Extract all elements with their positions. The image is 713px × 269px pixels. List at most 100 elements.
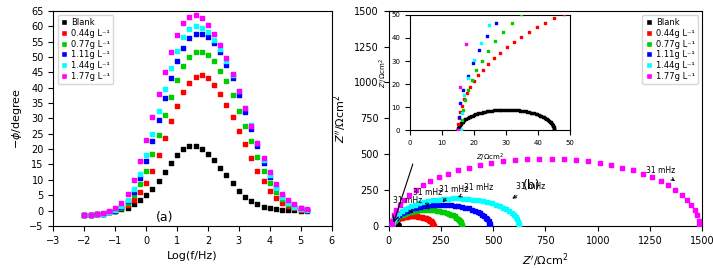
- 0.44g L⁻¹: [184, 81, 195, 85]
- 0.77g L⁻¹: [245, 139, 257, 144]
- Point: [545, 121, 557, 125]
- 1.11g L⁻¹: [134, 176, 145, 180]
- Point: [411, 206, 422, 210]
- Point: [396, 209, 407, 213]
- 1.11g L⁻¹: [301, 208, 312, 212]
- Bar: [389, 219, 399, 226]
- Point: [392, 224, 404, 228]
- Point: [513, 224, 525, 228]
- 0.44g L⁻¹: [215, 92, 226, 96]
- Point: [425, 179, 436, 183]
- Point: [549, 128, 560, 133]
- Point: [392, 217, 404, 221]
- Point: [483, 219, 494, 223]
- Point: [513, 108, 524, 112]
- 1.11g L⁻¹: [196, 32, 207, 36]
- Point: [548, 128, 560, 132]
- Point: [399, 210, 410, 214]
- 0.77g L⁻¹: [289, 205, 300, 209]
- Point: [389, 215, 401, 220]
- 1.77g L⁻¹: [184, 15, 195, 19]
- 1.77g L⁻¹: [147, 115, 158, 119]
- Point: [546, 157, 558, 161]
- 1.77g L⁻¹: [134, 159, 145, 164]
- Point: [392, 224, 404, 228]
- 1.11g L⁻¹: [202, 35, 214, 39]
- 0.77g L⁻¹: [159, 113, 170, 118]
- 1.77g L⁻¹: [215, 43, 226, 47]
- Point: [386, 222, 398, 226]
- Point: [503, 108, 515, 112]
- 1.44g L⁻¹: [178, 35, 189, 39]
- Point: [457, 108, 468, 112]
- Point: [494, 204, 506, 208]
- 0.77g L⁻¹: [202, 53, 214, 58]
- Point: [516, 109, 528, 113]
- Point: [423, 199, 434, 203]
- Point: [558, 12, 570, 16]
- Point: [386, 223, 398, 227]
- 1.77g L⁻¹: [208, 32, 220, 36]
- Point: [474, 211, 486, 215]
- Point: [414, 215, 426, 219]
- 0.44g L⁻¹: [295, 207, 307, 212]
- Point: [523, 30, 534, 34]
- 1.44g L⁻¹: [277, 194, 288, 199]
- Point: [473, 73, 484, 77]
- 0.77g L⁻¹: [301, 208, 312, 212]
- Point: [387, 223, 399, 227]
- Point: [478, 110, 489, 114]
- Blank: [202, 151, 214, 156]
- 1.77g L⁻¹: [159, 70, 170, 75]
- Point: [403, 214, 414, 218]
- 1.44g L⁻¹: [165, 65, 177, 70]
- Point: [391, 223, 403, 227]
- 1.77g L⁻¹: [245, 124, 257, 128]
- Point: [627, 168, 638, 173]
- Point: [548, 127, 560, 131]
- Point: [425, 219, 436, 223]
- Point: [483, 49, 494, 53]
- 1.11g L⁻¹: [208, 41, 220, 45]
- 0.77g L⁻¹: [264, 181, 275, 185]
- 0.77g L⁻¹: [252, 155, 263, 159]
- Point: [456, 103, 468, 108]
- 0.44g L⁻¹: [171, 104, 183, 108]
- Blank: [270, 207, 282, 211]
- 0.77g L⁻¹: [140, 168, 152, 173]
- 1.77g L⁻¹: [252, 141, 263, 145]
- Point: [426, 208, 437, 213]
- Point: [693, 218, 704, 223]
- Point: [452, 128, 463, 133]
- Point: [391, 223, 403, 227]
- Point: [481, 200, 493, 204]
- Point: [686, 203, 697, 207]
- Point: [471, 112, 483, 116]
- Point: [498, 30, 509, 34]
- 1.77g L⁻¹: [171, 33, 183, 37]
- 1.44g L⁻¹: [227, 73, 238, 77]
- Point: [525, 2, 537, 7]
- Point: [406, 210, 418, 214]
- Point: [395, 216, 406, 220]
- X-axis label: $Z/\Omega$cm$^2$: $Z/\Omega$cm$^2$: [476, 152, 504, 164]
- Point: [490, 39, 501, 44]
- Point: [485, 109, 496, 113]
- 1.77g L⁻¹: [122, 192, 133, 196]
- Point: [474, 163, 486, 167]
- 0.77g L⁻¹: [233, 108, 245, 113]
- Point: [453, 127, 464, 131]
- 0.44g L⁻¹: [221, 102, 232, 107]
- 1.44g L⁻¹: [147, 132, 158, 136]
- 1.11g L⁻¹: [277, 194, 288, 198]
- Point: [394, 203, 405, 207]
- Point: [392, 223, 404, 228]
- 1.44g L⁻¹: [171, 49, 183, 53]
- 1.11g L⁻¹: [165, 76, 177, 80]
- Point: [531, 25, 543, 29]
- Point: [518, 109, 530, 113]
- 1.11g L⁻¹: [140, 159, 152, 164]
- 1.11g L⁻¹: [190, 32, 201, 36]
- Point: [491, 21, 502, 26]
- Text: 31 mHz: 31 mHz: [459, 183, 493, 197]
